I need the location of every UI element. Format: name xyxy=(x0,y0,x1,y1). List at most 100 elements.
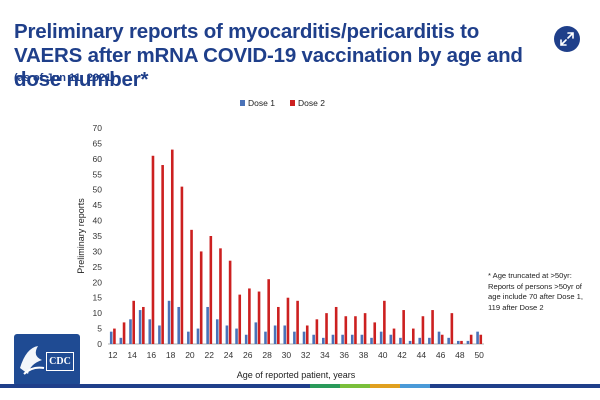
bar-dose1 xyxy=(350,334,354,344)
legend-swatch-dose1 xyxy=(240,100,245,106)
y-tick-label: 0 xyxy=(97,339,102,349)
bar-dose1 xyxy=(273,325,277,344)
bar-dose1 xyxy=(264,331,267,344)
x-tick-label: 24 xyxy=(224,350,234,360)
x-tick-label: 34 xyxy=(320,350,330,360)
x-tick-label: 28 xyxy=(262,350,272,360)
bar-dose1 xyxy=(148,319,152,344)
x-tick-label: 14 xyxy=(127,350,137,360)
bar-dose1 xyxy=(244,334,248,344)
expand-icon xyxy=(560,32,574,46)
bottom-bar-segment xyxy=(124,384,186,388)
bar-dose2 xyxy=(238,294,242,344)
cdc-logo-text: CDC xyxy=(46,352,74,371)
bottom-bar-segment xyxy=(0,384,62,388)
bar-dose2 xyxy=(170,149,174,344)
bar-dose2 xyxy=(344,316,348,344)
bar-dose1 xyxy=(109,331,113,344)
legend-label-dose1: Dose 1 xyxy=(248,98,275,108)
bar-dose2 xyxy=(161,165,164,344)
legend-label-dose2: Dose 2 xyxy=(298,98,325,108)
x-tick-label: 30 xyxy=(282,350,292,360)
bar-dose2 xyxy=(325,313,328,344)
y-tick-label: 25 xyxy=(93,262,103,272)
bar-dose2 xyxy=(411,328,415,344)
bar-dose1 xyxy=(476,331,479,344)
bottom-bar-segment xyxy=(186,384,248,388)
y-axis-label: Preliminary reports xyxy=(76,198,86,274)
y-tick-label: 45 xyxy=(93,200,103,210)
bar-dose1 xyxy=(129,319,132,344)
x-tick-label: 32 xyxy=(301,350,311,360)
hhs-eagle-icon xyxy=(20,346,45,375)
x-tick-label: 16 xyxy=(147,350,157,360)
bottom-bar-segment xyxy=(400,384,430,388)
bar-dose1 xyxy=(437,331,441,344)
y-tick-label: 65 xyxy=(93,138,103,148)
bar-dose1 xyxy=(283,325,287,344)
x-tick-label: 20 xyxy=(185,350,195,360)
bottom-bar-segment xyxy=(370,384,400,388)
bar-dose1 xyxy=(322,337,325,344)
bar-dose2 xyxy=(267,279,270,344)
bar-dose2 xyxy=(431,310,434,344)
y-tick-label: 40 xyxy=(93,216,103,226)
x-tick-label: 46 xyxy=(436,350,446,360)
expand-button[interactable] xyxy=(554,26,580,52)
bar-dose1 xyxy=(302,331,306,344)
x-tick-label: 48 xyxy=(455,350,465,360)
bar-dose2 xyxy=(392,328,396,344)
bar-dose2 xyxy=(132,300,135,344)
bar-dose1 xyxy=(119,337,123,344)
bar-dose1 xyxy=(167,300,171,344)
bar-dose1 xyxy=(379,331,383,344)
bar-dose2 xyxy=(248,288,251,344)
bar-dose2 xyxy=(180,186,184,344)
bar-dose2 xyxy=(402,310,405,344)
bar-dose1 xyxy=(215,319,219,344)
bar-dose2 xyxy=(305,325,309,344)
x-tick-label: 44 xyxy=(417,350,427,360)
y-tick-label: 15 xyxy=(93,293,103,303)
bar-dose2 xyxy=(450,313,454,344)
bottom-bar-segment xyxy=(430,384,600,388)
bar-dose1 xyxy=(457,340,460,344)
bar-dose1 xyxy=(293,331,296,344)
x-tick-label: 42 xyxy=(397,350,407,360)
bar-dose1 xyxy=(138,310,142,344)
cdc-logo: CDC xyxy=(14,334,80,386)
bar-dose2 xyxy=(209,236,213,344)
bar-dose2 xyxy=(151,155,155,344)
bar-dose2 xyxy=(383,300,386,344)
bar-dose1 xyxy=(341,334,344,344)
bar-dose2 xyxy=(469,334,473,344)
bar-dose1 xyxy=(187,331,190,344)
bar-dose1 xyxy=(158,325,161,344)
bar-dose1 xyxy=(418,337,422,344)
y-tick-label: 30 xyxy=(93,246,103,256)
bar-dose1 xyxy=(225,325,229,344)
bar-dose1 xyxy=(312,334,315,344)
bar-dose1 xyxy=(408,340,412,344)
bar-dose1 xyxy=(389,334,393,344)
x-tick-label: 18 xyxy=(166,350,176,360)
chart-subtitle: (as of Jun 11, 2021) xyxy=(14,72,115,84)
bottom-color-bar xyxy=(0,384,600,388)
y-tick-label: 70 xyxy=(93,123,103,133)
bar-dose2 xyxy=(257,291,261,344)
y-tick-label: 20 xyxy=(93,277,103,287)
bottom-bar-segment xyxy=(340,384,370,388)
y-tick-label: 10 xyxy=(93,308,103,318)
y-tick-label: 60 xyxy=(93,154,103,164)
bar-dose2 xyxy=(277,306,280,344)
bar-dose1 xyxy=(370,337,373,344)
chart-title: Preliminary reports of myocarditis/peric… xyxy=(14,20,523,91)
x-axis-label: Age of reported patient, years xyxy=(237,370,356,380)
bar-dose2 xyxy=(363,313,367,344)
bottom-bar-segment xyxy=(62,384,124,388)
x-tick-label: 38 xyxy=(359,350,369,360)
y-tick-label: 35 xyxy=(93,231,103,241)
bar-dose2 xyxy=(334,306,338,344)
bar-dose1 xyxy=(447,337,450,344)
